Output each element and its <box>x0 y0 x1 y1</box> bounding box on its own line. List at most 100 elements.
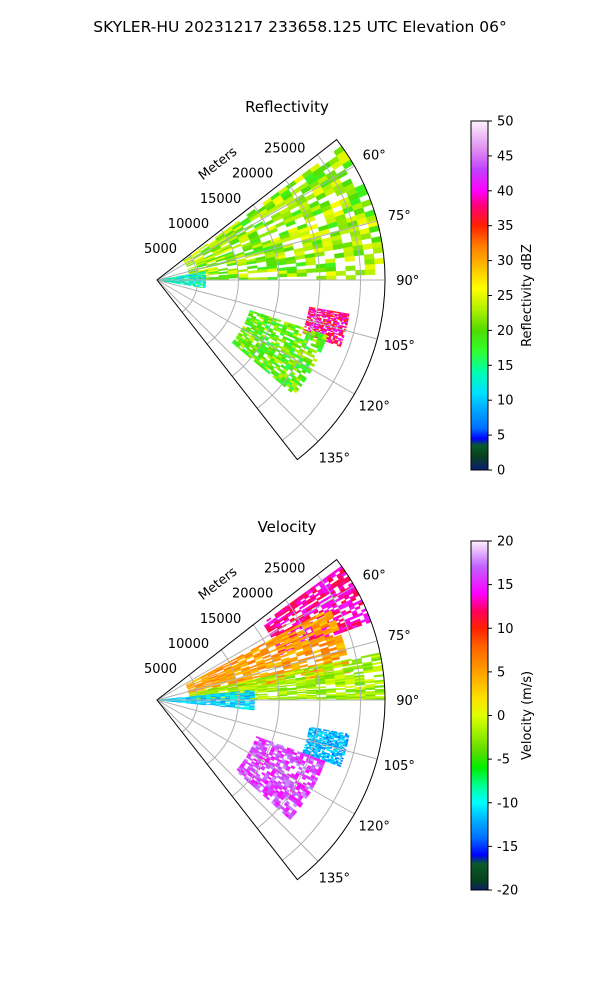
azimuth-gridline <box>156 279 378 340</box>
azimuth-tick-label: 60° <box>363 569 386 584</box>
echo-cell <box>205 701 211 702</box>
echo-cell <box>303 669 315 673</box>
echo-cell <box>205 697 211 699</box>
range-tick-label: 5000 <box>144 242 177 257</box>
range-ring <box>206 649 239 765</box>
echo-cell <box>215 698 221 700</box>
echo-cell <box>345 609 352 615</box>
echo-cell <box>296 688 307 692</box>
echo-cell <box>330 341 334 345</box>
range-ring <box>181 674 199 733</box>
echo-cell <box>310 309 314 311</box>
range-ring <box>231 204 280 377</box>
echo-cell <box>334 252 345 259</box>
echo-cell <box>197 284 201 287</box>
echo-cell <box>198 275 201 277</box>
echo-cell <box>268 648 278 654</box>
echo-cell <box>337 739 341 742</box>
echo-cell <box>337 311 340 314</box>
echo-cell <box>301 369 307 374</box>
echo-cell <box>193 280 197 282</box>
echo-cell <box>344 744 348 747</box>
echo-cell <box>200 704 206 706</box>
echo-cell <box>314 658 324 663</box>
echo-cell <box>306 369 312 374</box>
echo-cell <box>257 642 266 649</box>
echo-cell <box>365 694 376 697</box>
echo-cell <box>333 310 336 313</box>
echo-cell <box>257 788 262 794</box>
echo-cell <box>312 349 318 354</box>
echo-cell <box>200 284 204 286</box>
echo-cell <box>249 708 255 711</box>
colorbar-tick-label: 40 <box>497 184 514 199</box>
echo-cell <box>341 757 344 760</box>
echo-cell <box>265 369 271 375</box>
echo-cell <box>325 266 337 272</box>
echo-cell <box>249 696 255 698</box>
azimuth-tick-label: 90° <box>396 694 419 709</box>
echo-cell <box>188 278 192 279</box>
echo-cell <box>239 703 245 706</box>
echo-cell <box>327 729 330 732</box>
echo-cell <box>239 701 246 703</box>
echo-cell <box>181 702 187 704</box>
echo-cell <box>338 344 342 348</box>
colorbar-tick-label: 20 <box>497 324 514 339</box>
colorbar-tick-label: 45 <box>497 149 514 164</box>
echo-cell <box>190 282 194 284</box>
echo-region <box>231 310 328 394</box>
echo-cell <box>296 268 307 274</box>
echo-cell <box>320 312 323 314</box>
echo-cell <box>268 792 273 798</box>
echo-cell <box>300 377 306 383</box>
echo-cell <box>296 691 307 694</box>
echo-cell <box>309 353 316 359</box>
echo-cell <box>183 282 187 284</box>
echo-cell <box>286 684 297 687</box>
azimuth-tick-label: 135° <box>319 451 350 466</box>
echo-cell <box>307 223 319 231</box>
echo-cell <box>330 311 334 314</box>
echo-cell <box>298 766 303 771</box>
echo-cell <box>375 696 385 699</box>
echo-cell <box>306 268 317 273</box>
azimuth-tick-label: 60° <box>363 149 386 164</box>
echo-cell <box>322 747 326 751</box>
echo-cell <box>198 283 201 285</box>
echo-cell <box>326 271 337 277</box>
echo-cell <box>295 609 302 614</box>
echo-cell <box>297 382 303 388</box>
echo-cell <box>329 747 332 750</box>
echo-cell <box>205 698 211 700</box>
radar-field <box>157 565 385 821</box>
echo-cell <box>331 656 340 662</box>
echo-cell <box>188 282 192 284</box>
echo-cell <box>334 330 338 333</box>
echo-cell <box>215 705 221 707</box>
echo-cell <box>345 690 356 693</box>
echo-cell <box>205 702 211 704</box>
echo-cell <box>287 387 293 393</box>
echo-cell <box>374 692 385 695</box>
echo-cell <box>316 693 327 696</box>
echo-cell <box>225 696 231 698</box>
echo-cell <box>178 277 182 279</box>
echo-cell <box>292 803 298 808</box>
echo-cell <box>345 685 356 688</box>
echo-cell <box>183 274 187 276</box>
echo-cell <box>296 697 307 700</box>
range-tick-label: 25000 <box>264 142 305 157</box>
echo-cell <box>364 258 375 266</box>
echo-cell <box>341 732 344 735</box>
echo-cell <box>335 696 347 699</box>
echo-cell <box>265 795 271 801</box>
azimuth-tick-label: 75° <box>388 209 411 224</box>
range-ring <box>256 599 321 829</box>
range-tick-label: 20000 <box>232 587 273 602</box>
echo-cell <box>332 315 335 318</box>
echo-cell <box>186 701 192 703</box>
echo-cell <box>304 769 310 774</box>
echo-cell <box>316 275 327 281</box>
sector-outline <box>156 558 386 881</box>
